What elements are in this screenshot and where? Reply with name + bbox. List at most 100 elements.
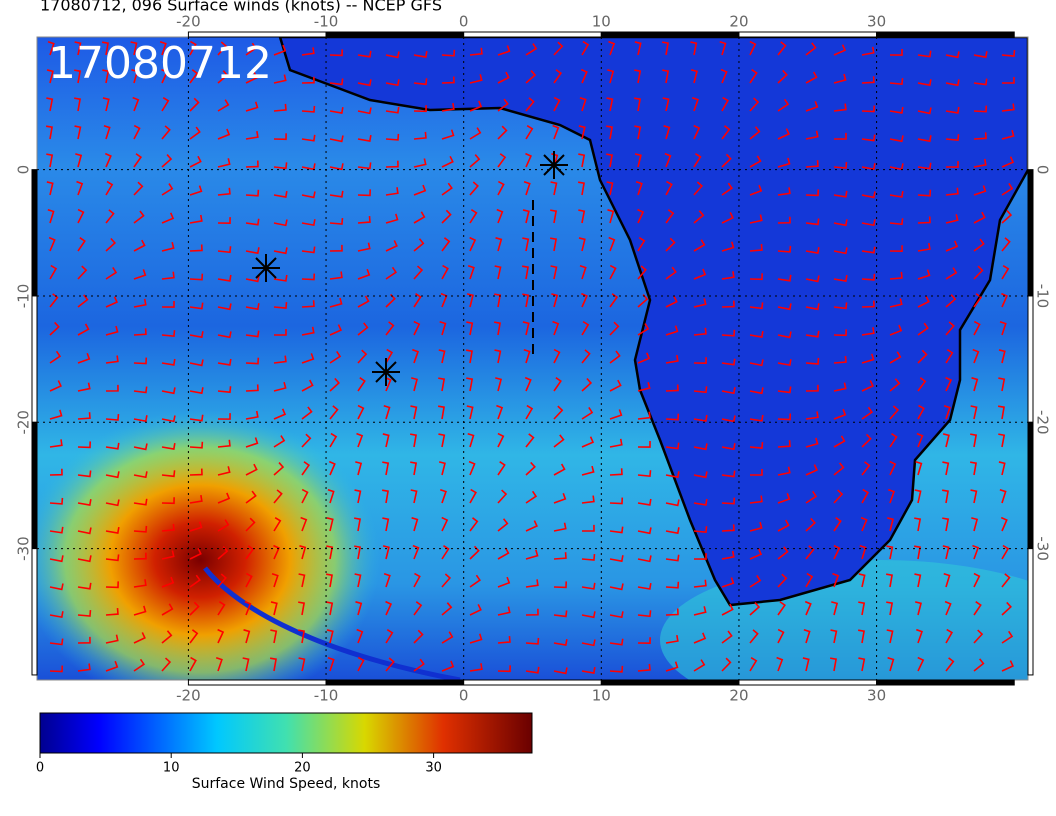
wind-barb bbox=[354, 545, 362, 560]
wind-barb bbox=[690, 41, 698, 56]
axis-bar bbox=[31, 295, 38, 423]
wind-barb bbox=[637, 382, 651, 392]
wind-barb bbox=[525, 97, 535, 112]
wind-barb bbox=[550, 265, 558, 280]
wind-barb bbox=[105, 471, 120, 479]
wind-barb bbox=[412, 348, 420, 364]
wind-barb bbox=[326, 601, 334, 616]
y-tick-label: -30 bbox=[1034, 536, 1052, 561]
wind-barb bbox=[189, 359, 204, 367]
x-tick-label: -20 bbox=[176, 13, 201, 31]
wind-barb bbox=[133, 153, 143, 168]
wind-barb bbox=[608, 40, 616, 56]
wind-barb bbox=[105, 384, 119, 392]
wind-barb bbox=[273, 381, 287, 392]
wind-barb bbox=[553, 41, 564, 56]
wind-barb bbox=[637, 470, 652, 478]
wind-barb bbox=[161, 576, 175, 588]
wind-barb bbox=[525, 433, 535, 448]
wind-barb bbox=[777, 493, 791, 504]
wind-barb bbox=[329, 49, 344, 57]
wind-barb bbox=[469, 488, 477, 504]
wind-barb bbox=[606, 181, 614, 196]
wind-barb bbox=[245, 357, 260, 365]
axis-bar bbox=[31, 169, 38, 297]
wind-barb bbox=[607, 69, 615, 84]
wind-barb bbox=[941, 489, 949, 504]
wind-barb bbox=[494, 293, 502, 308]
wind-barb bbox=[830, 657, 837, 672]
wind-barb bbox=[217, 274, 232, 282]
wind-barb bbox=[357, 404, 365, 420]
wind-barb bbox=[273, 219, 288, 227]
wind-barb bbox=[777, 466, 791, 476]
map-area bbox=[37, 37, 1028, 680]
wind-barb bbox=[326, 517, 334, 532]
wind-barb bbox=[244, 600, 252, 616]
wind-barb bbox=[133, 471, 148, 479]
wind-barb bbox=[859, 545, 867, 560]
wind-barb bbox=[217, 217, 231, 224]
wind-barb bbox=[886, 629, 894, 644]
wind-barb bbox=[105, 209, 115, 224]
wind-barb bbox=[189, 547, 202, 560]
wind-barb bbox=[217, 386, 232, 394]
wind-barb bbox=[889, 135, 904, 143]
wind-barb bbox=[833, 44, 847, 56]
wind-barb bbox=[971, 377, 979, 392]
wind-barb bbox=[721, 470, 736, 478]
wind-barb bbox=[942, 433, 950, 448]
wind-barb bbox=[830, 629, 838, 644]
wind-barb bbox=[805, 490, 818, 504]
wind-barb bbox=[77, 663, 91, 672]
title: 17080712, 096 Surface winds (knots) -- N… bbox=[40, 0, 442, 15]
wind-barb bbox=[189, 244, 203, 252]
wind-barb bbox=[833, 355, 847, 364]
wind-barb bbox=[917, 242, 931, 252]
wind-barb bbox=[693, 579, 707, 588]
wind-barb bbox=[553, 667, 568, 675]
wind-barb bbox=[721, 300, 735, 308]
wind-barb bbox=[581, 436, 595, 448]
wind-barb bbox=[383, 405, 391, 420]
wind-barb bbox=[861, 246, 876, 254]
axis-bar bbox=[325, 679, 465, 686]
wind-barb bbox=[805, 545, 815, 560]
wind-barb bbox=[301, 300, 315, 308]
colorbar-label: Surface Wind Speed, knots bbox=[192, 776, 381, 792]
wind-barb bbox=[413, 658, 425, 672]
wind-barb bbox=[77, 470, 92, 478]
wind-barb bbox=[579, 264, 587, 280]
wind-barb bbox=[608, 236, 616, 252]
wind-barb bbox=[721, 387, 736, 395]
wind-barb bbox=[580, 68, 588, 84]
wind-barb bbox=[945, 187, 959, 196]
wind-barb bbox=[133, 415, 148, 423]
wind-barb bbox=[326, 545, 334, 560]
wind-barb bbox=[637, 582, 652, 590]
wind-barb bbox=[381, 489, 389, 504]
wind-barb bbox=[298, 657, 306, 672]
wind-barb bbox=[329, 107, 344, 115]
wind-barb bbox=[301, 406, 313, 420]
wind-barb bbox=[494, 349, 502, 364]
wind-barb bbox=[858, 657, 866, 672]
wind-barb bbox=[579, 96, 587, 112]
wind-barb bbox=[329, 271, 343, 280]
wind-barb bbox=[861, 300, 875, 308]
wind-barb bbox=[972, 348, 980, 364]
wind-barb bbox=[329, 432, 338, 448]
wind-barb bbox=[132, 96, 140, 112]
wind-barb bbox=[49, 321, 60, 336]
wind-barb bbox=[553, 581, 568, 589]
wind-barb bbox=[693, 386, 708, 394]
wind-barb bbox=[1001, 183, 1014, 196]
wind-barb bbox=[749, 40, 757, 56]
wind-barb bbox=[802, 657, 810, 672]
wind-barb bbox=[973, 185, 987, 196]
wind-barb bbox=[105, 581, 119, 589]
wind-barb bbox=[721, 358, 736, 366]
wind-barb bbox=[833, 329, 847, 337]
wind-barb bbox=[497, 461, 506, 476]
wind-barb bbox=[777, 359, 792, 367]
